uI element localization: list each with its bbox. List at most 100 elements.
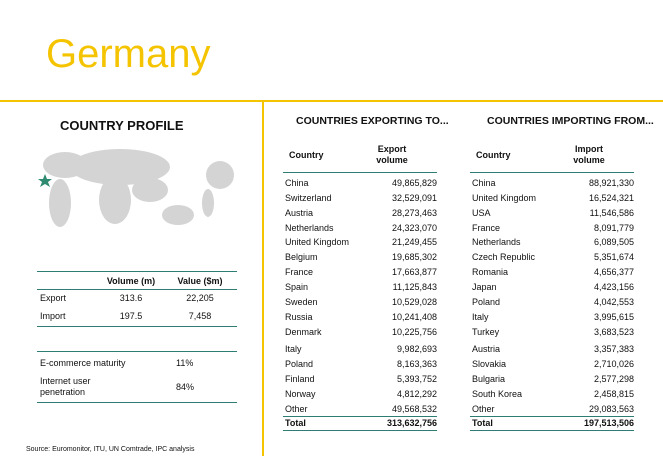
cell: 313.6 <box>119 293 143 303</box>
rule <box>37 351 237 352</box>
country-name: Italy <box>285 344 302 355</box>
total-value: 313,632,756 <box>386 418 437 428</box>
column-header: Import volume <box>573 144 605 165</box>
volume: 11,125,843 <box>392 281 437 292</box>
country-name: Sweden <box>285 296 318 307</box>
column-header: Volume (m) <box>106 276 156 286</box>
volume: 2,458,815 <box>593 388 634 399</box>
row-label: E-commerce maturity <box>40 358 126 368</box>
world-map <box>38 149 234 227</box>
volume: 19,685,302 <box>391 252 437 263</box>
rule <box>470 430 634 431</box>
rule <box>37 326 237 327</box>
country-name: France <box>285 267 314 278</box>
volume: 9,982,693 <box>396 344 437 355</box>
volume: 10,225,756 <box>391 326 437 337</box>
volume: 29,083,563 <box>588 403 634 414</box>
source-note: Source: Euromonitor, ITU, UN Comtrade, I… <box>26 446 195 453</box>
country-name: Poland <box>285 359 314 370</box>
volume: 4,812,292 <box>396 388 437 399</box>
country-name: South Korea <box>472 388 523 399</box>
volume: 10,529,028 <box>391 296 437 307</box>
volume: 4,042,553 <box>593 296 634 307</box>
country-name: Italy <box>472 311 489 322</box>
rule <box>37 289 237 290</box>
volume: 24,323,070 <box>391 222 437 233</box>
country-name: Denmark <box>285 326 322 337</box>
country-name: United Kingdom <box>285 237 350 248</box>
country-name: Japan <box>472 281 497 292</box>
divider <box>262 101 264 456</box>
total-label: Total <box>472 418 493 428</box>
volume: 4,423,156 <box>593 281 634 292</box>
volume: 4,656,377 <box>593 267 634 278</box>
volume: 3,683,523 <box>593 326 634 337</box>
cell: 11% <box>176 358 194 368</box>
volume: 2,577,298 <box>593 374 634 385</box>
country-name: France <box>472 222 501 233</box>
country-name: USA <box>472 207 491 218</box>
column-header: Country <box>476 150 511 160</box>
volume: 8,163,363 <box>396 359 437 370</box>
country-name: Turkey <box>472 326 500 337</box>
country-name: Czech Republic <box>472 252 536 263</box>
country-name: Austria <box>472 344 501 355</box>
page-title: Germany <box>46 32 211 76</box>
country-name: Other <box>285 403 308 414</box>
country-name: Slovakia <box>472 359 507 370</box>
volume: 17,663,877 <box>391 267 437 278</box>
country-name: United Kingdom <box>472 192 537 203</box>
country-name: Switzerland <box>285 192 332 203</box>
cell: 197.5 <box>119 311 143 321</box>
volume: 21,249,455 <box>391 237 437 248</box>
volume: 2,710,026 <box>593 359 634 370</box>
rule <box>37 271 237 272</box>
volume: 5,351,674 <box>593 252 634 263</box>
country-name: Spain <box>285 281 309 292</box>
column-header: Country <box>289 150 324 160</box>
rule <box>283 172 437 173</box>
volume: 88,921,330 <box>588 178 634 188</box>
rule <box>283 416 437 417</box>
rule <box>470 416 634 417</box>
rule <box>470 172 634 173</box>
country-name: Russia <box>285 311 313 322</box>
country-name: Other <box>472 403 495 414</box>
country-name: Norway <box>285 388 316 399</box>
volume: 3,995,615 <box>593 311 634 322</box>
column-header: Value ($m) <box>177 276 223 286</box>
cell: 84% <box>176 382 195 392</box>
cell: 7,458 <box>188 311 212 321</box>
country-name: Finland <box>285 374 315 385</box>
country-name: Belgium <box>285 252 318 263</box>
volume: 16,524,321 <box>588 192 634 203</box>
country-name: Poland <box>472 296 501 307</box>
row-label: Export <box>40 293 67 303</box>
cell: 22,205 <box>186 293 214 303</box>
country-name: Netherlands <box>285 222 334 233</box>
volume: 8,091,779 <box>593 222 634 233</box>
country-name: Bulgaria <box>472 374 506 385</box>
volume: 10,241,408 <box>391 311 437 322</box>
volume: 11,546,586 <box>589 207 634 218</box>
volume: 5,393,752 <box>396 374 437 385</box>
section-title: COUNTRIES EXPORTING TO... <box>296 115 449 127</box>
row-label: Internet user penetration <box>40 376 91 397</box>
volume: 28,273,463 <box>391 207 437 218</box>
section-title: COUNTRY PROFILE <box>60 118 184 133</box>
volume: 6,089,505 <box>593 237 634 248</box>
total-value: 197,513,506 <box>583 418 634 428</box>
rule <box>37 402 237 403</box>
rule <box>283 430 437 431</box>
divider <box>0 100 663 102</box>
volume: 32,529,091 <box>391 192 437 203</box>
total-label: Total <box>285 418 306 428</box>
volume: 49,568,532 <box>391 403 437 414</box>
row-label: Import <box>40 311 66 321</box>
country-name: Romania <box>472 267 509 278</box>
country-name: Netherlands <box>472 237 521 248</box>
country-name: China <box>285 178 309 188</box>
volume: 3,357,383 <box>593 344 634 355</box>
column-header: Export volume <box>376 144 408 165</box>
